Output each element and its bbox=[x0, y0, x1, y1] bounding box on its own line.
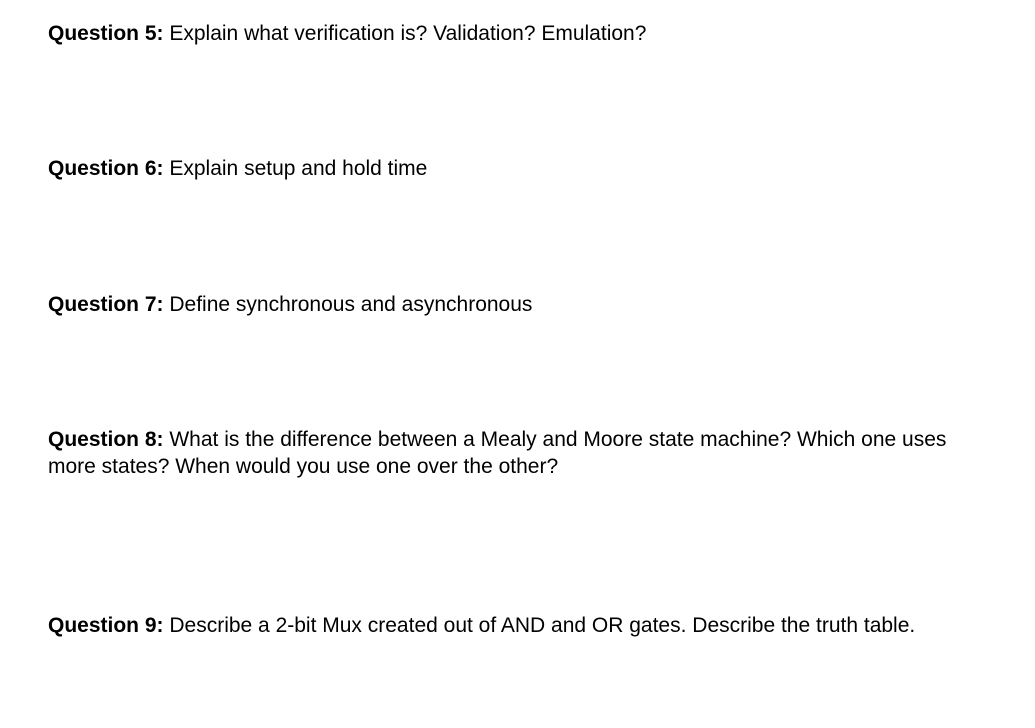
question-text: Explain what verification is? Validation… bbox=[169, 22, 646, 45]
question-block: Question 9: Describe a 2-bit Mux created… bbox=[48, 612, 987, 639]
question-label: Question 6: bbox=[48, 157, 164, 180]
question-label: Question 9: bbox=[48, 614, 164, 637]
question-text: Explain setup and hold time bbox=[169, 157, 427, 180]
question-label: Question 5: bbox=[48, 22, 164, 45]
question-text: Describe a 2-bit Mux created out of AND … bbox=[169, 614, 915, 637]
question-block: Question 6: Explain setup and hold time bbox=[48, 155, 987, 182]
question-block: Question 8: What is the difference betwe… bbox=[48, 426, 987, 481]
question-text: Define synchronous and asynchronous bbox=[169, 293, 532, 316]
question-block: Question 7: Define synchronous and async… bbox=[48, 291, 987, 318]
question-text: What is the difference between a Mealy a… bbox=[48, 428, 946, 478]
document-page: Question 5: Explain what verification is… bbox=[0, 0, 1035, 640]
question-label: Question 8: bbox=[48, 428, 164, 451]
question-block: Question 5: Explain what verification is… bbox=[48, 20, 987, 47]
question-label: Question 7: bbox=[48, 293, 164, 316]
